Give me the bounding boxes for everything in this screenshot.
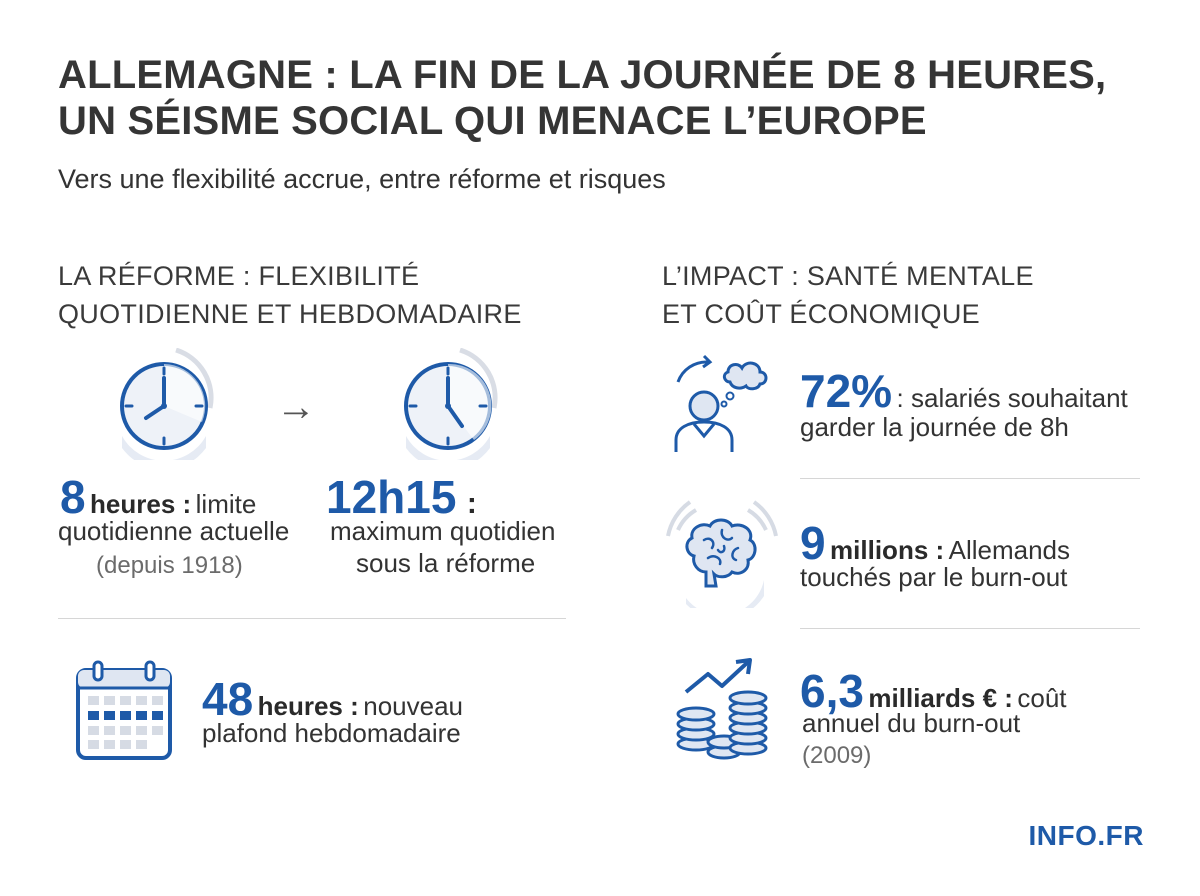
stat-burnout-value: 9 — [800, 517, 826, 569]
impact-heading-line-1: L’IMPACT : SANTÉ MENTALE — [662, 261, 1034, 291]
title-line-1: ALLEMAGNE : LA FIN DE LA JOURNÉE DE 8 HE… — [58, 53, 1107, 97]
stat-cost: 6,3 milliards € : coût — [800, 664, 1067, 718]
current-limit-text: limite — [195, 489, 257, 519]
person-thinking-icon — [674, 354, 768, 452]
current-limit: 8 heures : limite — [60, 470, 256, 524]
stat-cost-unit: milliards € : — [868, 683, 1013, 713]
calendar-icon — [76, 660, 172, 760]
brand-logo: INFO.FR — [1028, 820, 1144, 851]
clock-icon — [404, 348, 498, 460]
stat-burnout: 9 millions : Allemands — [800, 516, 1070, 570]
coins-growth-icon — [676, 658, 768, 760]
weekly-ceiling-unit: heures : — [257, 691, 359, 721]
reform-maximum-text-2: sous la réforme — [356, 548, 536, 578]
reform-maximum-text-1: maximum quotidien — [330, 516, 556, 546]
stat-burnout-text: Allemands — [948, 535, 1071, 565]
current-limit-text-2: quotidienne actuelle — [58, 516, 290, 546]
impact-heading: L’IMPACT : SANTÉ MENTALE ET COÛT ÉCONOMI… — [662, 257, 1034, 333]
reform-heading-line-1: LA RÉFORME : FLEXIBILITÉ — [58, 261, 420, 291]
stat-cost-value: 6,3 — [800, 665, 864, 717]
stat-burnout-text-2: touchés par le burn-out — [800, 562, 1068, 592]
reform-heading: LA RÉFORME : FLEXIBILITÉ QUOTIDIENNE ET … — [58, 257, 522, 333]
stat-employees-text-2: garder la journée de 8h — [800, 412, 1069, 442]
left-divider — [58, 618, 566, 619]
current-limit-note: (depuis 1918) — [96, 552, 243, 579]
reform-maximum-sep: : — [466, 487, 477, 520]
weekly-ceiling-value: 48 — [202, 673, 254, 725]
page-subtitle: Vers une flexibilité accrue, entre réfor… — [58, 164, 666, 194]
right-divider-1 — [800, 478, 1140, 479]
weekly-ceiling-text: nouveau — [363, 691, 463, 721]
impact-heading-line-2: ET COÛT ÉCONOMIQUE — [662, 299, 980, 329]
stat-cost-text: coût — [1017, 683, 1067, 713]
current-limit-unit: heures : — [90, 489, 192, 519]
stat-burnout-unit: millions : — [830, 535, 945, 565]
clock-icon — [120, 348, 214, 460]
stat-employees-value: 72% — [800, 365, 893, 417]
right-divider-2 — [800, 628, 1140, 629]
weekly-ceiling-text-2: plafond hebdomadaire — [202, 718, 461, 748]
current-limit-value: 8 — [60, 471, 86, 523]
arrow-icon: → — [276, 385, 316, 429]
stat-cost-text-2: annuel du burn-out — [802, 708, 1021, 738]
brain-icon — [666, 500, 778, 608]
stat-employees-text: : salariés souhaitant — [896, 383, 1128, 413]
stat-cost-note: (2009) — [802, 742, 872, 769]
reform-heading-line-2: QUOTIDIENNE ET HEBDOMADAIRE — [58, 299, 522, 329]
reform-maximum: 12h15 : — [326, 470, 477, 524]
reform-maximum-value: 12h15 — [326, 471, 457, 523]
title-line-2: UN SÉISME SOCIAL QUI MENACE L’EUROPE — [58, 99, 927, 143]
stat-employees: 72% : salariés souhaitant — [800, 364, 1128, 418]
page-title: ALLEMAGNE : LA FIN DE LA JOURNÉE DE 8 HE… — [58, 52, 1158, 144]
weekly-ceiling: 48 heures : nouveau — [202, 672, 463, 726]
